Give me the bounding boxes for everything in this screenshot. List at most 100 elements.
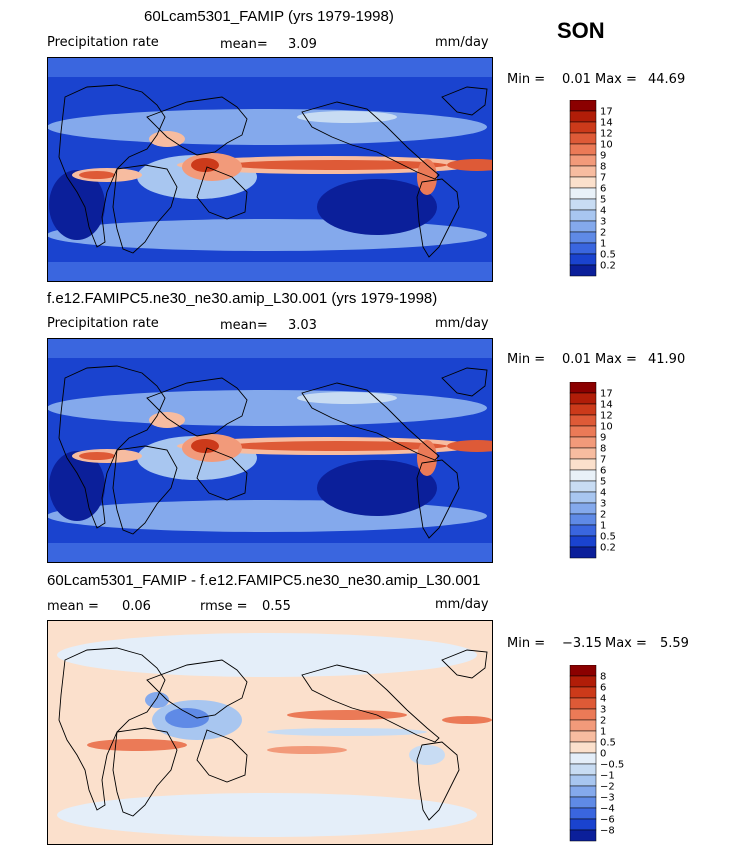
colorbar-tick-label: 3 (600, 499, 606, 510)
coastline (58, 84, 166, 248)
coastlines (58, 647, 488, 821)
coastline (58, 365, 166, 529)
panel-2-mean-label: mean= (220, 318, 268, 333)
colorbar-swatch (569, 675, 597, 688)
panel-2-title: f.e12.FAMIPC5.ne30_ne30.amip_L30.001 (yr… (47, 290, 438, 307)
panel-1-units: mm/day (435, 35, 489, 50)
colorbar-tick-label: 5 (600, 195, 606, 206)
panel-3-min-value: −3.15 (562, 636, 602, 651)
coastline (112, 164, 178, 254)
panel-3-mean-label: mean = (47, 599, 99, 614)
colorbar-swatch (569, 132, 597, 145)
colorbar-tick-label: 9 (600, 433, 606, 444)
panel-1-mean-label: mean= (220, 37, 268, 52)
coastlines (58, 365, 488, 539)
map-field (47, 620, 493, 845)
colorbar-swatch (569, 785, 597, 798)
coastline (146, 96, 248, 156)
panel-2-units: mm/day (435, 316, 489, 331)
colorbar-swatch (569, 730, 597, 743)
map-frame (47, 57, 493, 282)
colorbar-tick-label: 10 (600, 422, 613, 433)
map-field (47, 57, 493, 282)
panel-2-mean-value: 3.03 (288, 318, 317, 333)
panel-1-mean-value: 3.09 (288, 37, 317, 52)
colorbar-tick-label: 10 (600, 140, 613, 151)
colorbar-swatch (569, 458, 597, 471)
coastline (196, 447, 248, 501)
colorbar-tick-label: 8 (600, 444, 606, 455)
colorbar-tick-label: 12 (600, 129, 613, 140)
colorbar-swatch (569, 719, 597, 732)
panel-3-rmse-label: rmse = (200, 599, 248, 614)
colorbar-tick-label: 0.2 (600, 543, 616, 554)
colorbar-swatch (569, 176, 597, 189)
panel-3-title: 60Lcam5301_FAMIP - f.e12.FAMIPC5.ne30_ne… (47, 572, 481, 589)
colorbar-tick-label: 1 (600, 239, 606, 250)
coastline (196, 729, 248, 783)
field-region (442, 716, 492, 724)
panel-1-max-value: 44.69 (648, 72, 686, 87)
field-region (317, 179, 437, 235)
colorbar-swatch (569, 242, 597, 255)
field-region (47, 262, 493, 282)
map-field (47, 338, 493, 563)
panel-2-min-value: 0.01 (562, 352, 591, 367)
panel-1-min-value: 0.01 (562, 72, 591, 87)
colorbar-swatch (569, 414, 597, 427)
field-region (447, 159, 493, 171)
panel-1-precip-map (47, 57, 493, 282)
colorbar-tick-label: 1 (600, 521, 606, 532)
colorbar-swatch (569, 502, 597, 515)
colorbar-swatch (569, 187, 597, 200)
colorbar-tick-label: 6 (600, 683, 606, 694)
field-region (409, 745, 445, 765)
colorbar-tick-label: 17 (600, 107, 613, 118)
colorbar-swatch (569, 480, 597, 493)
colorbar-swatch (569, 686, 597, 699)
panel-3-max-label: Max = (605, 636, 647, 651)
panel-2-variable: Precipitation rate (47, 316, 159, 331)
colorbar-tick-label: 2 (600, 228, 606, 239)
panel-3-min-label: Min = (507, 636, 546, 651)
coastline (416, 178, 460, 258)
field-region (145, 692, 169, 708)
colorbar-swatch (569, 665, 597, 677)
colorbar-swatch (569, 425, 597, 438)
colorbar-tick-label: 17 (600, 389, 613, 400)
colorbar-tick-label: −2 (600, 782, 615, 793)
colorbar-tick-label: 7 (600, 173, 606, 184)
coastline (301, 101, 440, 180)
field-region (47, 338, 493, 358)
field-region (317, 460, 437, 516)
coastline (112, 727, 178, 817)
colorbar-swatch (569, 403, 597, 416)
colorbar-tick-label: 6 (600, 466, 606, 477)
colorbar-tick-label: 0.2 (600, 261, 616, 272)
colorbar-swatch (569, 447, 597, 460)
field-region (191, 439, 219, 453)
colorbar-swatch (569, 154, 597, 167)
panel-2-max-value: 41.90 (648, 352, 686, 367)
colorbar-swatch (569, 253, 597, 266)
colorbar-tick-label: 8 (600, 162, 606, 173)
field-region (447, 440, 493, 452)
colorbar-tick-label: 9 (600, 151, 606, 162)
colorbar-tick-label: −6 (600, 815, 615, 826)
colorbar-swatch (569, 807, 597, 820)
field-region (417, 159, 437, 195)
coastline (441, 367, 488, 397)
panel-3-difference-map (47, 620, 493, 845)
colorbar-swatch (569, 165, 597, 178)
panel-2-precip-map (47, 338, 493, 563)
map-frame (47, 620, 493, 845)
colorbar-swatch (569, 110, 597, 123)
colorbar-swatch (569, 491, 597, 504)
colorbar-tick-label: −8 (600, 826, 615, 837)
colorbar-swatch (569, 535, 597, 548)
coastline (146, 377, 248, 437)
colorbar-swatch (569, 513, 597, 526)
colorbar-swatch (569, 697, 597, 710)
colorbar-tick-label: 14 (600, 400, 613, 411)
